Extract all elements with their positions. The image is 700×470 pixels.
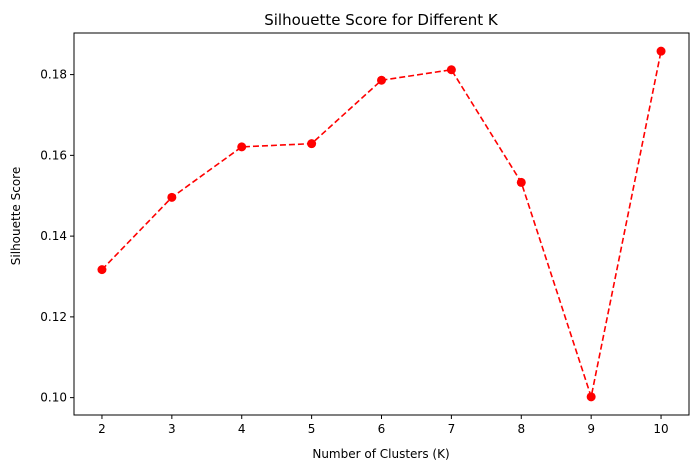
data-point-k3 bbox=[167, 192, 177, 202]
y-tick-label-3: 0.16 bbox=[40, 148, 67, 162]
plot-area bbox=[97, 46, 666, 402]
y-tick-label-4: 0.18 bbox=[40, 68, 67, 82]
x-tick-label-4: 4 bbox=[238, 422, 246, 436]
data-point-k8 bbox=[516, 177, 526, 187]
x-tick-label-10: 10 bbox=[653, 422, 668, 436]
x-tick-label-6: 6 bbox=[378, 422, 386, 436]
x-tick-label-5: 5 bbox=[308, 422, 316, 436]
series-line-0 bbox=[101, 51, 662, 400]
data-point-k4 bbox=[237, 142, 247, 152]
y-tick-label-0: 0.10 bbox=[40, 391, 67, 405]
axes: 2 3 4 5 6 7 8 9 10 0.10 0.12 0.14 0.16 0.18 bbox=[40, 32, 690, 436]
data-point-k2 bbox=[97, 265, 107, 275]
y-axis-label: Silhouette Score bbox=[9, 167, 23, 265]
data-point-k10 bbox=[656, 46, 666, 56]
x-tick-label-7: 7 bbox=[448, 422, 456, 436]
plot-frame bbox=[73, 32, 690, 416]
data-point-k7 bbox=[446, 65, 456, 75]
x-tick-label-9: 9 bbox=[587, 422, 595, 436]
y-tick-label-1: 0.12 bbox=[40, 310, 67, 324]
x-tick-label-3: 3 bbox=[168, 422, 176, 436]
data-point-k6 bbox=[377, 75, 386, 85]
x-tick-label-8: 8 bbox=[517, 422, 525, 436]
x-tick-label-2: 2 bbox=[98, 422, 106, 436]
data-point-k5 bbox=[307, 139, 317, 149]
x-axis-label: Number of Clusters (K) bbox=[312, 447, 449, 461]
chart-title: Silhouette Score for Different K bbox=[264, 11, 499, 29]
data-point-k9 bbox=[586, 392, 596, 402]
y-tick-label-2: 0.14 bbox=[40, 229, 67, 243]
